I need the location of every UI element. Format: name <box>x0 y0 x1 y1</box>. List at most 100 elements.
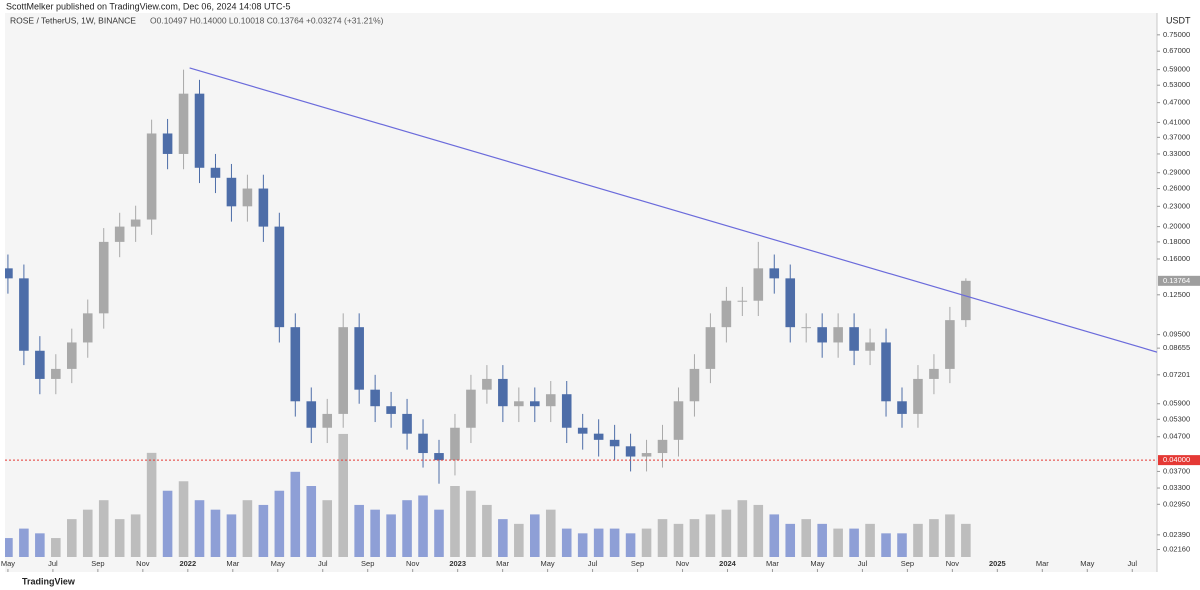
candle-body <box>961 280 971 321</box>
x-tick-label: Jul <box>1127 559 1137 568</box>
trendline <box>189 67 1157 353</box>
candle-body <box>673 401 684 440</box>
volume-bar <box>258 504 269 557</box>
volume-bar <box>274 490 285 557</box>
x-tick-label: 2022 <box>179 559 196 568</box>
currency: USDT <box>1166 15 1191 25</box>
candle-body <box>450 427 460 461</box>
x-tick-label: Nov <box>676 559 690 568</box>
candle-body <box>418 433 428 454</box>
x-tick-label: 2024 <box>719 559 737 568</box>
volume-bar <box>354 504 364 557</box>
y-tick-label: 0.26000 <box>1163 184 1190 193</box>
candle-body <box>769 268 780 279</box>
x-tick-label: Sep <box>91 559 104 568</box>
volume-bar <box>673 523 684 557</box>
y-tick-label: 0.12500 <box>1163 290 1190 299</box>
volume-bar <box>945 514 955 557</box>
y-tick-label: 0.02950 <box>1163 499 1190 508</box>
volume-bar <box>737 500 748 557</box>
x-tick-label: 2023 <box>449 559 466 568</box>
x-tick-label: Nov <box>136 559 150 568</box>
candle-body <box>210 167 221 178</box>
x-tick-label: Mar <box>226 559 239 568</box>
candle-body <box>82 313 93 343</box>
y-tick-label: 0.53000 <box>1163 80 1190 89</box>
volume-bar <box>370 509 380 557</box>
candle-body <box>641 453 652 457</box>
x-tick-label: May <box>541 559 555 568</box>
candle-body <box>290 327 301 402</box>
volume-bar <box>721 509 732 557</box>
candle-body <box>737 300 748 302</box>
volume-bar <box>322 500 333 557</box>
y-tick-label: 0.08655 <box>1163 343 1190 352</box>
candle-body <box>5 268 13 279</box>
volume-bar <box>418 495 428 557</box>
candle-body <box>402 413 412 434</box>
volume-bar <box>51 538 61 557</box>
candle-body <box>929 368 939 379</box>
candle-body <box>514 401 524 407</box>
x-tick-label: Nov <box>946 559 960 568</box>
candle-body <box>657 439 668 454</box>
volume-bar <box>529 514 540 557</box>
volume-bar <box>434 509 444 557</box>
volume-bar <box>753 504 764 557</box>
x-tick-label: Mar <box>766 559 779 568</box>
volume-bar <box>769 514 780 557</box>
candle-body <box>274 226 285 328</box>
candle-body <box>178 93 189 154</box>
candle-body <box>51 368 61 379</box>
candle-body <box>865 342 875 351</box>
y-tick-label: 0.02160 <box>1163 545 1190 554</box>
x-tick-label: May <box>271 559 285 568</box>
candle-body <box>242 188 253 207</box>
last-price-tag <box>1158 275 1200 286</box>
published-line: ScottMelker published on TradingView.com… <box>6 1 291 11</box>
candle-body <box>354 327 364 390</box>
price-tag <box>1158 455 1200 466</box>
candle-body <box>705 327 716 369</box>
volume-bar <box>162 490 173 557</box>
volume-bar <box>498 519 508 557</box>
volume-bar <box>897 533 907 557</box>
candle-body <box>529 401 540 407</box>
symbol: ROSE / TetherUS, 1W, BINANCE <box>10 15 136 25</box>
candle-body <box>753 268 764 301</box>
candle-body <box>386 406 396 414</box>
volume-bar <box>194 500 205 557</box>
volume-bar <box>450 486 460 557</box>
volume-bar <box>210 509 221 557</box>
y-tick-label: 0.67000 <box>1163 46 1190 55</box>
y-tick-label: 0.05900 <box>1163 399 1190 408</box>
x-tick-label: Nov <box>406 559 420 568</box>
volume-bar <box>98 500 109 557</box>
volume-bar <box>929 519 939 557</box>
candle-body <box>434 453 444 461</box>
candle-body <box>35 350 45 379</box>
volume-bar <box>561 528 572 557</box>
volume-bar <box>146 452 157 557</box>
y-tick-label: 0.03700 <box>1163 466 1190 475</box>
x-tick-label: May <box>810 559 824 568</box>
candle-body <box>322 413 333 428</box>
volume-bar <box>785 523 796 557</box>
volume-bar <box>114 519 125 557</box>
candle-body <box>162 133 173 154</box>
volume-bar <box>913 523 923 557</box>
candle-body <box>721 300 732 328</box>
candle-body <box>577 427 588 434</box>
candle-body <box>833 327 843 343</box>
y-tick-label: 0.02390 <box>1163 530 1190 539</box>
candle-body <box>945 320 955 369</box>
volume-bar <box>657 519 668 557</box>
volume-bar <box>66 519 77 557</box>
candle-body <box>561 394 572 428</box>
volume-bar <box>865 523 875 557</box>
candle-body <box>66 342 77 369</box>
volume-bar <box>386 514 396 557</box>
volume-bar <box>689 519 700 557</box>
candle-body <box>114 226 125 242</box>
x-tick-label: May <box>1080 559 1094 568</box>
